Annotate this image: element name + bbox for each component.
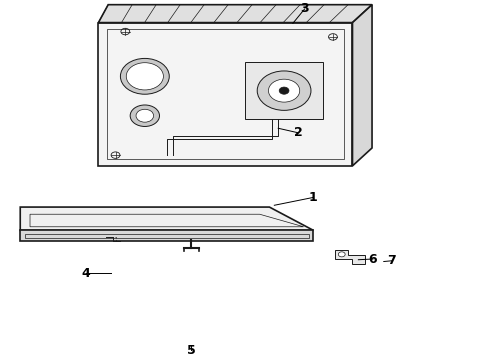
Polygon shape (20, 207, 314, 230)
Text: 5: 5 (187, 344, 196, 357)
Polygon shape (98, 23, 352, 166)
Polygon shape (335, 250, 365, 264)
Circle shape (338, 252, 345, 257)
Text: 1: 1 (309, 191, 318, 204)
Circle shape (279, 87, 289, 94)
Circle shape (121, 58, 169, 94)
Text: 6: 6 (368, 252, 377, 266)
Text: 2: 2 (294, 126, 303, 139)
Polygon shape (20, 230, 314, 241)
Text: 7: 7 (387, 254, 396, 267)
Circle shape (269, 79, 300, 102)
Polygon shape (98, 5, 372, 23)
Circle shape (130, 105, 159, 126)
Polygon shape (352, 5, 372, 166)
Text: 4: 4 (82, 267, 91, 280)
Circle shape (126, 63, 163, 90)
Text: 3: 3 (300, 3, 309, 15)
Polygon shape (245, 62, 323, 119)
Circle shape (136, 109, 154, 122)
Circle shape (257, 71, 311, 111)
